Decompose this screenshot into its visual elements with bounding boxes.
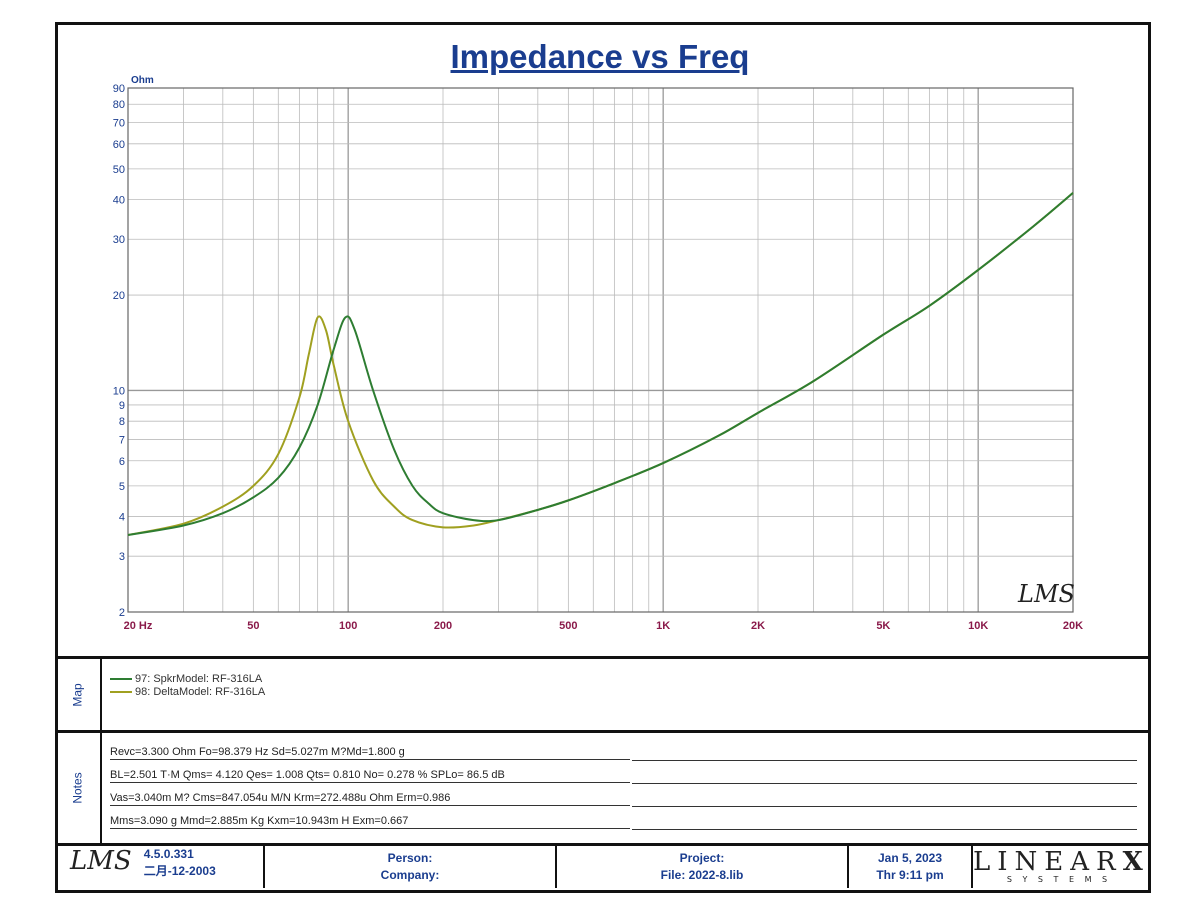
x-tick-label: 100 [339,620,357,632]
y-tick-label: 50 [113,164,125,176]
divider [55,843,1151,846]
date: Jan 5, 2023 [877,851,943,865]
series-line-1 [127,192,1074,536]
note-blank [632,769,1137,784]
legend-label: 97: SpkrModel: RF-316LA [135,672,263,685]
y-tick-label: 80 [113,99,125,111]
legend: 97: SpkrModel: RF-316LA 98: DeltaModel: … [110,672,265,698]
version: 4.5.0.331 [143,847,194,861]
y-tick-label: 90 [113,83,125,95]
notes-label: Notes [70,772,85,804]
x-tick-label: 5K [876,620,890,632]
divider [55,656,1151,659]
report-frame [55,22,1151,893]
impedance-chart: 2 3 4 5 6 7 8 9 10 20 30 40 50 60 70 80 90 20 Hz 50 100 200 5… [113,75,1083,632]
note-line: Mms=3.090 g Mmd=2.885m Kg Kxm=10.943m H … [110,815,630,829]
x-tick-label: 50 [247,620,259,632]
y-tick-label: 70 [113,118,125,130]
note-line: Revc=3.300 Ohm Fo=98.379 Hz Sd=5.027m M?… [110,746,630,760]
file-name: File: 2022-8.lib [660,868,744,882]
map-label: Map [70,682,85,707]
y-tick-label: 8 [119,416,125,428]
y-tick-label: 40 [113,195,125,207]
y-axis-label: Ohm [131,75,154,86]
map-section-label: Map [55,659,102,730]
series-line-2 [127,192,1074,536]
note-blank [632,746,1137,761]
chart-title: Impedance vs Freq [450,38,750,75]
notes-section-label: Notes [55,733,102,843]
y-tick-label: 4 [119,512,125,524]
plot-border [127,87,1074,613]
x-tick-label: 2K [751,620,765,632]
x-tick-label: 20K [1063,620,1083,632]
note-line: BL=2.501 T·M Qms= 4.120 Qes= 1.008 Qts= … [110,769,630,783]
lms-watermark: LMS [1017,580,1075,608]
linearx-logo: LINEARX S Y S T E M S [973,846,1145,888]
footer-date: Jan 5, 2023 Thr 9:11 pm [849,846,973,888]
legend-swatch [110,677,132,680]
note-line: Vas=3.040m M? Cms=847.054u M/N Krm=272.4… [110,792,630,806]
y-tick-label: 9 [119,400,125,412]
legend-label: 98: DeltaModel: RF-316LA [135,685,266,698]
footer-version: LMS 4.5.0.331 二月-12-2003 [58,846,265,888]
y-tick-label: 20 [113,290,125,302]
footer-person: Person: Company: [265,846,557,888]
note-blank [632,792,1137,807]
lms-logo: LMS [70,846,132,876]
x-tick-label: 200 [434,620,452,632]
x-tick-label: 1K [656,620,670,632]
y-tick-label: 60 [113,139,125,151]
y-tick-label: 7 [119,435,125,447]
version-date: 二月-12-2003 [143,864,216,878]
brand-sub: S Y S T E M S [1006,875,1112,884]
x-tick-label: 20 Hz [124,620,153,632]
legend-swatch [110,690,132,693]
y-tick-label: 30 [113,234,125,246]
x-tick-label: 10K [968,620,988,632]
y-tick-label: 6 [119,456,125,468]
time: Thr 9:11 pm [876,868,944,882]
footer-project: Project: File: 2022-8.lib [557,846,849,888]
x-tick-label: 500 [559,620,577,632]
y-tick-label: 3 [119,551,125,563]
legend-item: 97: SpkrModel: RF-316LA [110,672,265,685]
note-blank [632,815,1137,830]
brand-text: LINEAR [973,847,1123,877]
divider [55,730,1151,733]
brand-x: X [1122,847,1150,877]
person-label: Person: [387,851,433,865]
company-label: Company: [380,868,440,882]
project-label: Project: [679,851,725,865]
y-tick-label: 5 [119,481,125,493]
legend-item: 98: DeltaModel: RF-316LA [110,685,265,698]
y-tick-label: 2 [119,607,125,619]
y-tick-label: 10 [113,385,125,397]
